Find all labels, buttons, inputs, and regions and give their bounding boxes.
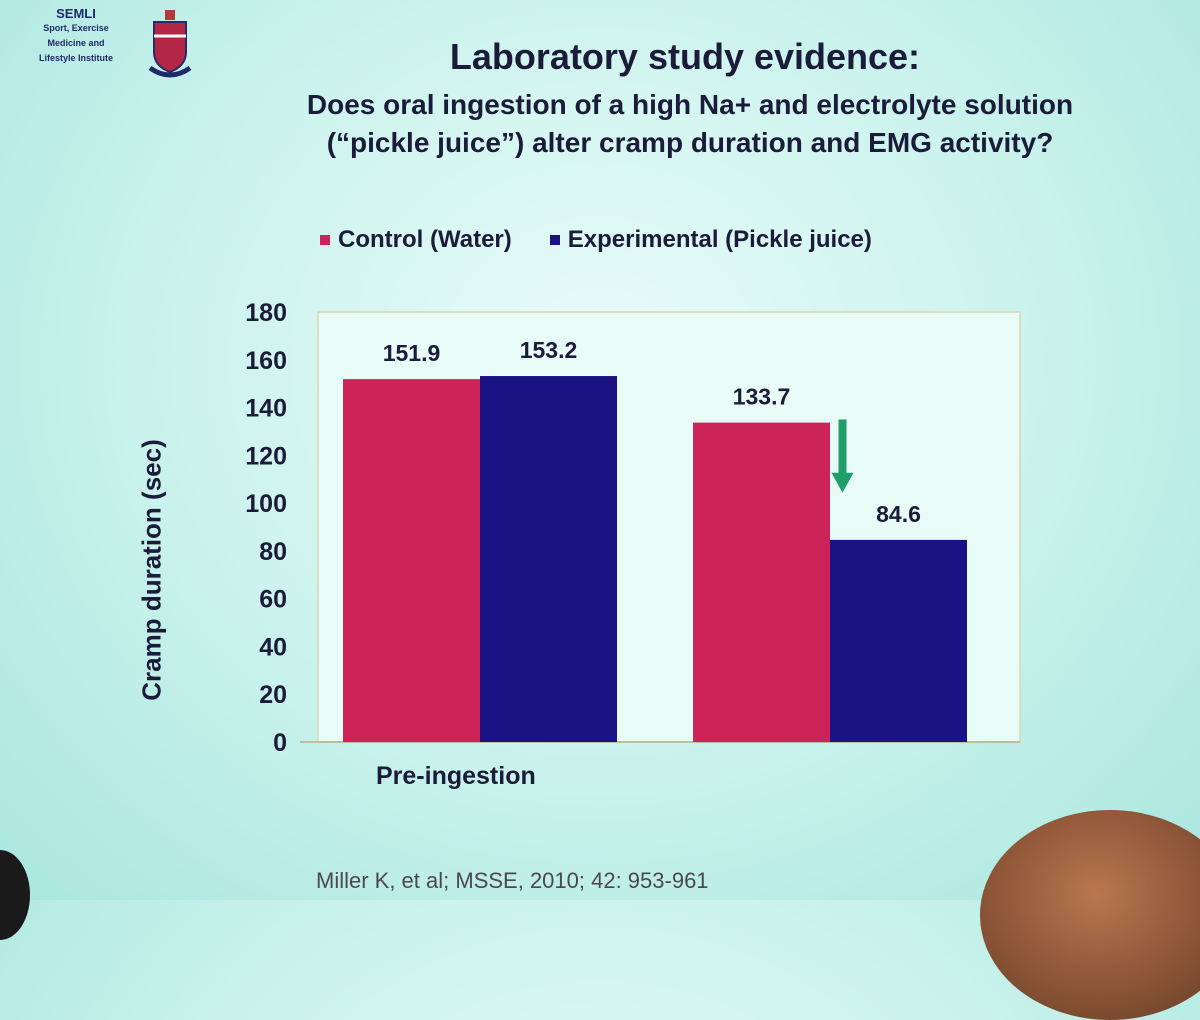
data-label: 151.9 (383, 340, 441, 366)
bar-control-1 (693, 422, 830, 742)
y-tick-label: 0 (273, 729, 287, 757)
logo-name: SEMLI (56, 6, 96, 21)
data-label: 84.6 (876, 501, 921, 527)
logo-subtitle-1: Sport, Exercise (43, 23, 109, 33)
legend-item-experimental: Experimental (Pickle juice) (549, 226, 872, 254)
y-tick-label: 140 (245, 395, 287, 423)
slide-title: Laboratory study evidence: (449, 36, 921, 77)
legend-label-control: Control (Water) (338, 226, 512, 253)
y-tick-label: 180 (245, 299, 287, 327)
x-axis-label: Pre-ingestion (376, 762, 536, 790)
y-tick-label: 100 (245, 490, 287, 518)
logo-subtitle-2: Medicine and (47, 38, 105, 48)
legend-item-control: Control (Water) (320, 226, 512, 254)
bar-chart: 0 20 40 60 80 100 120 140 160 180 151.9 133.7 153.2 8… (245, 299, 1021, 757)
y-tick-label: 160 (245, 347, 287, 375)
logo: SEMLI Sport, Exercise Medicine and Lifes… (6, 6, 146, 66)
slide-subtitle: Does oral ingestion of a high Na+ and el… (190, 86, 1190, 162)
y-tick-label: 80 (259, 538, 287, 566)
bar-experimental-1 (830, 539, 967, 742)
chart-legend: Control (Water) Experimental (Pickle jui… (320, 226, 872, 254)
y-tick-label: 120 (245, 442, 287, 470)
y-tick-label: 60 (259, 586, 287, 614)
citation: Miller K, et al; MSSE, 2010; 42: 953-961 (316, 868, 709, 893)
slide-subtitle-line1: Does oral ingestion of a high Na+ and el… (306, 89, 1074, 120)
data-label: 153.2 (520, 337, 578, 363)
y-tick-label: 20 (259, 681, 287, 709)
bar-control-0 (343, 379, 480, 742)
legend-swatch-experimental (549, 235, 560, 245)
data-label: 133.7 (733, 384, 791, 410)
legend-swatch-control (320, 235, 330, 245)
slide-subtitle-line2: (“pickle juice”) alter cramp duration an… (326, 127, 1054, 158)
legend-label-experimental: Experimental (Pickle juice) (567, 226, 872, 253)
bar-experimental-0 (480, 376, 617, 742)
university-crest-icon (148, 10, 192, 78)
logo-subtitle-3: Lifestyle Institute (38, 53, 113, 63)
down-arrow-icon (831, 472, 854, 493)
y-tick-label: 40 (259, 633, 287, 661)
